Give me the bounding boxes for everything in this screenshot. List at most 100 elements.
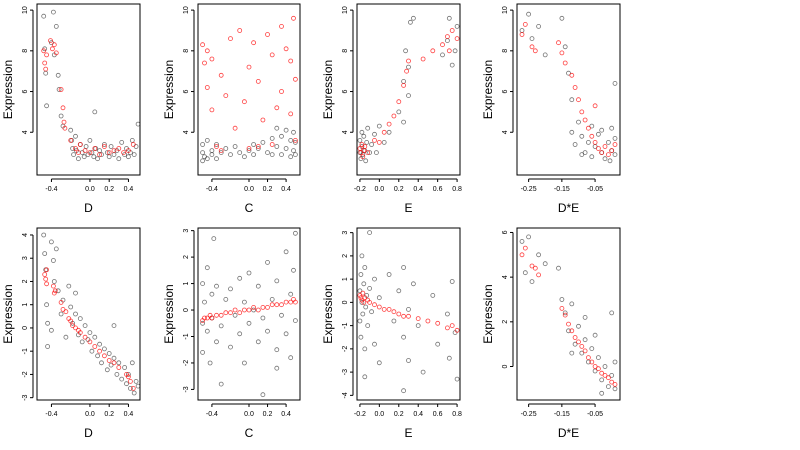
data-point [218, 381, 224, 387]
data-point [365, 150, 371, 156]
data-point [279, 152, 284, 158]
data-point [288, 111, 294, 117]
x-tick-label: 0.0 [85, 411, 95, 418]
data-point [45, 344, 50, 349]
data-point [362, 346, 368, 352]
data-point [449, 28, 455, 33]
data-point [87, 330, 93, 336]
data-point [97, 148, 102, 154]
x-tick-label: -0.15 [554, 411, 570, 418]
data-point [569, 328, 575, 334]
data-series [200, 125, 298, 164]
data-series [519, 234, 618, 396]
y-axis-title: Expression [162, 284, 176, 343]
data-point [283, 299, 289, 305]
data-point [576, 119, 581, 125]
data-point [589, 133, 595, 139]
x-tick-label: 0.4 [281, 411, 291, 418]
data-point [260, 139, 266, 145]
data-point [269, 52, 275, 58]
x-tick-label: 0.0 [85, 186, 95, 193]
data-point [586, 355, 591, 361]
data-point [566, 328, 571, 334]
data-point [403, 48, 409, 54]
data-point [542, 261, 548, 267]
data-point [579, 343, 585, 349]
data-point [241, 307, 247, 313]
data-point [279, 89, 284, 94]
data-point [41, 13, 47, 19]
data-point [92, 344, 98, 349]
data-point [218, 150, 224, 156]
data-point [106, 150, 112, 156]
data-point [292, 152, 298, 158]
y-tick-label: -4 [342, 392, 349, 398]
data-series [519, 245, 618, 387]
data-point [214, 156, 219, 162]
data-point [359, 253, 365, 259]
data-point [260, 315, 266, 321]
data-point [454, 376, 460, 382]
data-point [114, 371, 120, 377]
y-tick-label: 0 [22, 326, 29, 330]
data-point [362, 295, 368, 301]
data-point [260, 117, 266, 123]
data-point [599, 377, 605, 383]
y-tick-label: 0 [502, 364, 509, 368]
data-point [449, 323, 455, 329]
data-point [410, 15, 416, 21]
data-point [49, 239, 54, 245]
data-point [291, 267, 296, 273]
data-point [92, 146, 98, 151]
data-series [200, 296, 298, 324]
data-point [381, 139, 387, 145]
data-point [446, 15, 452, 21]
data-point [576, 97, 581, 103]
data-point [45, 320, 50, 326]
x-tick-label: -0.2 [354, 186, 366, 193]
data-point [91, 154, 97, 160]
data-point [246, 320, 252, 326]
data-point [376, 139, 382, 145]
y-tick-label: -2 [183, 360, 190, 366]
data-series [41, 232, 141, 396]
data-point [592, 103, 598, 109]
data-point [111, 323, 117, 329]
data-point [232, 125, 238, 131]
data-point [223, 310, 229, 316]
data-point [122, 365, 127, 370]
data-point [522, 21, 528, 27]
data-point [606, 384, 611, 390]
data-point [92, 109, 98, 115]
data-point [365, 125, 371, 131]
data-point [361, 133, 367, 139]
data-series [41, 38, 136, 158]
data-point [519, 32, 525, 37]
data-point [449, 279, 455, 284]
y-tick-label: 2 [183, 255, 190, 259]
data-point [396, 288, 402, 294]
data-point [363, 158, 369, 164]
data-point [130, 142, 136, 147]
data-point [209, 291, 215, 297]
data-point [449, 62, 455, 68]
data-point [406, 306, 411, 312]
data-point [92, 334, 98, 340]
data-point [360, 154, 366, 160]
data-point [430, 48, 436, 54]
data-point [200, 142, 206, 147]
data-point [582, 314, 588, 320]
data-point [579, 133, 585, 139]
data-point [288, 58, 294, 64]
data-point [200, 42, 206, 48]
data-point [401, 334, 407, 340]
data-point [119, 376, 125, 382]
data-point [589, 359, 595, 365]
data-point [60, 306, 66, 312]
x-tick-label: -0.15 [554, 186, 570, 193]
data-point [73, 133, 78, 139]
x-tick-label: 0.6 [433, 186, 443, 193]
data-point [111, 152, 117, 158]
y-tick-label: 1 [342, 277, 349, 281]
data-point [237, 150, 243, 156]
